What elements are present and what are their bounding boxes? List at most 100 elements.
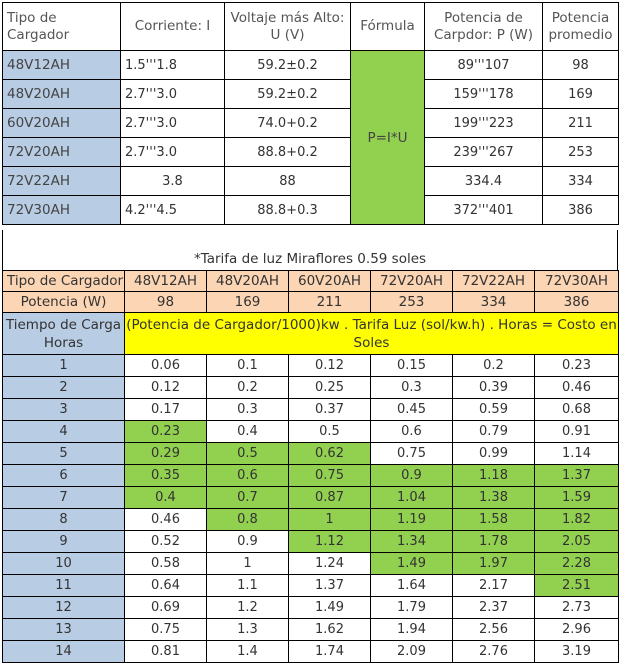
cost-cell: 2.51 [534, 574, 619, 597]
promedio-value: 211 [542, 108, 619, 138]
cost-cell: 1.64 [370, 574, 453, 597]
charger-name: 60V20AH [288, 270, 371, 292]
potencia-value: 89'''107 [424, 50, 543, 80]
cost-cell: 0.81 [124, 640, 207, 663]
cost-row: 3 0.17 0.3 0.37 0.45 0.59 0.68 [2, 398, 619, 421]
power-value: 169 [206, 291, 289, 313]
cost-cell: 0.45 [370, 398, 453, 421]
cost-row: 11 0.64 1.1 1.37 1.64 2.17 2.51 [2, 574, 619, 597]
cost-cell: 0.62 [288, 442, 371, 465]
cost-row: 13 0.75 1.3 1.62 1.94 2.56 2.96 [2, 618, 619, 641]
cost-cell: 0.29 [124, 442, 207, 465]
charger-name: 72V20AH [370, 270, 453, 292]
cost-cell: 0.2 [206, 376, 289, 399]
cost-cell: 0.15 [370, 354, 453, 377]
hours-cell: 14 [2, 640, 125, 663]
cost-cell: 1.97 [452, 552, 535, 575]
promedio-value: 98 [542, 50, 619, 80]
cost-cell: 2.73 [534, 596, 619, 619]
cost-cell: 1 [206, 552, 289, 575]
spec-header-row: Tipo de Cargador Corriente: I Voltaje má… [2, 2, 619, 51]
cost-row: 7 0.4 0.7 0.87 1.04 1.38 1.59 [2, 486, 619, 509]
spec-row: 72V20AH 2.7'''3.0 88.8+0.2 239'''267 253 [2, 137, 619, 167]
cost-cell: 0.1 [206, 354, 289, 377]
corriente-value: 1.5'''1.8 [120, 50, 225, 80]
cost-cell: 1.78 [452, 530, 535, 553]
cost-cell: 2.09 [370, 640, 453, 663]
charger-name: 72V20AH [2, 137, 121, 167]
cost-cell: 0.25 [288, 376, 371, 399]
cost-cell: 0.75 [124, 618, 207, 641]
cost-cell: 1.49 [288, 596, 371, 619]
cost-cell: 0.12 [288, 354, 371, 377]
cost-cell: 0.35 [124, 464, 207, 487]
hours-cell: 5 [2, 442, 125, 465]
cost-row: 9 0.52 0.9 1.12 1.34 1.78 2.05 [2, 530, 619, 553]
cost-cell: 0.46 [534, 376, 619, 399]
cost-table: Tipo de Cargador 48V12AH 48V20AH 60V20AH… [2, 270, 619, 663]
power-value: 211 [288, 291, 371, 313]
voltaje-value: 88.8+0.2 [224, 137, 351, 167]
voltaje-value: 88.8+0.3 [224, 195, 351, 225]
cost-cell: 0.8 [206, 508, 289, 531]
cost-cell: 1.74 [288, 640, 371, 663]
cost-cell: 1.82 [534, 508, 619, 531]
charger-type-row: Tipo de Cargador 48V12AH 48V20AH 60V20AH… [2, 270, 619, 292]
cost-formula: (Potencia de Cargador/1000)kw . Tarifa L… [124, 312, 619, 355]
cost-cell: 0.46 [124, 508, 207, 531]
cost-cell: 1.24 [288, 552, 371, 575]
potencia-value: 159'''178 [424, 79, 543, 109]
cost-row: 6 0.35 0.6 0.75 0.9 1.18 1.37 [2, 464, 619, 487]
cost-cell: 1.62 [288, 618, 371, 641]
cost-rows: 1 0.06 0.1 0.12 0.15 0.2 0.23 2 0.12 0.2 0.25 0.3 0.… [2, 354, 619, 663]
cost-cell: 0.79 [452, 420, 535, 443]
hours-cell: 1 [2, 354, 125, 377]
cost-cell: 2.96 [534, 618, 619, 641]
cost-cell: 0.68 [534, 398, 619, 421]
hours-cell: 2 [2, 376, 125, 399]
cost-row: 5 0.29 0.5 0.62 0.75 0.99 1.14 [2, 442, 619, 465]
cost-cell: 1.94 [370, 618, 453, 641]
cost-cell: 1.38 [452, 486, 535, 509]
promedio-value: 386 [542, 195, 619, 225]
cost-cell: 1.18 [452, 464, 535, 487]
cost-cell: 1.3 [206, 618, 289, 641]
charger-name: 48V12AH [124, 270, 207, 292]
header-tipo-cargador: Tipo de Cargador [2, 2, 121, 51]
cost-cell: 2.37 [452, 596, 535, 619]
cost-cell: 1.12 [288, 530, 371, 553]
corriente-value: 2.7'''3.0 [120, 79, 225, 109]
cost-cell: 0.17 [124, 398, 207, 421]
cost-cell: 0.4 [124, 486, 207, 509]
cost-cell: 0.91 [534, 420, 619, 443]
cost-cell: 2.05 [534, 530, 619, 553]
formula-cell: P=I*U [350, 50, 425, 225]
cost-cell: 0.3 [206, 398, 289, 421]
promedio-value: 334 [542, 166, 619, 196]
cost-cell: 2.56 [452, 618, 535, 641]
corriente-value: 4.2'''4.5 [120, 195, 225, 225]
cost-row: 8 0.46 0.8 1 1.19 1.58 1.82 [2, 508, 619, 531]
corriente-value: 2.7'''3.0 [120, 137, 225, 167]
cost-cell: 0.39 [452, 376, 535, 399]
hours-cell: 3 [2, 398, 125, 421]
cost-cell: 1.37 [534, 464, 619, 487]
cost-row: 2 0.12 0.2 0.25 0.3 0.39 0.46 [2, 376, 619, 399]
cost-cell: 0.59 [452, 398, 535, 421]
voltaje-value: 59.2±0.2 [224, 50, 351, 80]
cost-cell: 0.5 [288, 420, 371, 443]
charger-name: 48V20AH [206, 270, 289, 292]
cost-row: 12 0.69 1.2 1.49 1.79 2.37 2.73 [2, 596, 619, 619]
cost-cell: 0.23 [124, 420, 207, 443]
cost-row: 4 0.23 0.4 0.5 0.6 0.79 0.91 [2, 420, 619, 443]
charger-name: 72V30AH [2, 195, 121, 225]
cost-cell: 0.52 [124, 530, 207, 553]
cost-cell: 2.28 [534, 552, 619, 575]
header-voltaje: Voltaje más Alto: U (V) [224, 2, 351, 51]
hours-cell: 13 [2, 618, 125, 641]
voltaje-value: 88 [224, 166, 351, 196]
cost-cell: 1.37 [288, 574, 371, 597]
cost-cell: 0.2 [452, 354, 535, 377]
header-formula: Fórmula [350, 2, 425, 51]
potencia-value: 372'''401 [424, 195, 543, 225]
